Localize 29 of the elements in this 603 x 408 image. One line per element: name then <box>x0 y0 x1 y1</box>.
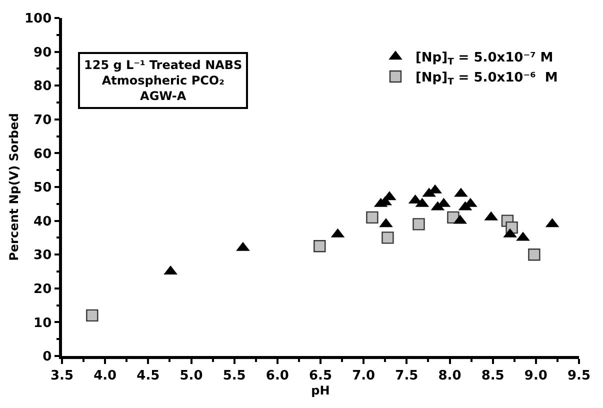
x-tick-label: 4.5 <box>136 368 160 384</box>
x-tick-label: 5.0 <box>180 368 203 384</box>
y-tick-label: 20 <box>34 282 52 297</box>
x-tick-label: 7.0 <box>352 368 376 384</box>
x-axis-title: pH <box>311 383 330 398</box>
x-tick-label: 9.0 <box>524 368 548 384</box>
y-tick-label: 70 <box>34 112 52 128</box>
x-tick-label: 5.5 <box>222 368 246 384</box>
x-tick-label: 7.5 <box>395 368 418 384</box>
legend-label: [Np]$_{T}$ = 5.0x10⁻⁶ M <box>415 70 558 88</box>
y-tick-label: 80 <box>34 79 52 94</box>
annotation: 125 g L⁻¹ Treated NABS Atmospheric PCO₂ AGW-A <box>84 58 242 104</box>
x-tick-label: 6.5 <box>308 368 332 384</box>
y-tick-label: 30 <box>34 248 52 264</box>
x-tick-label: 9.5 <box>567 368 591 384</box>
x-tick-label: 8.5 <box>481 368 504 384</box>
x-tick-label: 3.5 <box>50 368 74 384</box>
x-tick-label: 6.0 <box>266 368 289 384</box>
y-tick-label: 100 <box>24 12 52 27</box>
y-tick-label: 10 <box>34 316 52 331</box>
y-axis-title: Percent Np(V) Sorbed <box>6 113 21 261</box>
y-tick-label: 0 <box>42 350 52 365</box>
y-tick-label: 90 <box>34 45 52 60</box>
y-tick-label: 60 <box>34 146 52 162</box>
x-tick-label: 4.0 <box>94 368 117 384</box>
y-tick-label: 50 <box>34 180 52 196</box>
legend-label: [Np]$_{T}$ = 5.0x10⁻⁷ M <box>415 50 554 68</box>
x-tick-label: 8.0 <box>438 368 462 384</box>
y-tick-label: 40 <box>34 214 52 230</box>
